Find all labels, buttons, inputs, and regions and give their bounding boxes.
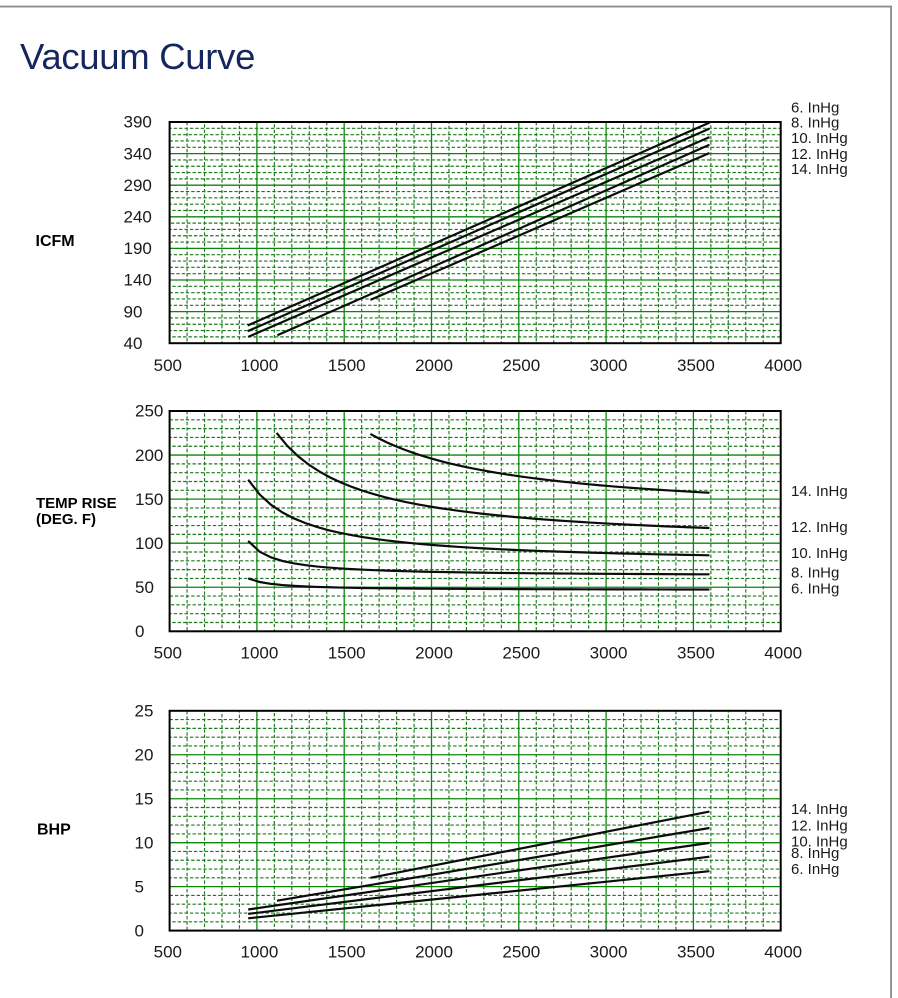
- svg-text:500: 500: [154, 943, 182, 962]
- svg-text:6. InHg: 6. InHg: [791, 580, 839, 597]
- svg-text:1000: 1000: [240, 356, 278, 375]
- svg-text:0: 0: [135, 921, 144, 940]
- svg-text:140: 140: [124, 271, 152, 290]
- svg-text:15: 15: [135, 789, 154, 808]
- svg-text:1000: 1000: [240, 644, 278, 663]
- svg-text:8. InHg: 8. InHg: [791, 115, 839, 132]
- svg-text:40: 40: [124, 334, 143, 353]
- svg-text:500: 500: [154, 356, 182, 375]
- svg-text:250: 250: [135, 402, 163, 421]
- svg-text:2000: 2000: [415, 943, 453, 962]
- svg-text:TEMP RISE: TEMP RISE: [36, 495, 117, 512]
- svg-text:6. InHg: 6. InHg: [791, 861, 839, 878]
- svg-text:340: 340: [124, 144, 152, 163]
- svg-text:190: 190: [124, 239, 152, 258]
- svg-text:4000: 4000: [764, 943, 802, 962]
- svg-text:10. InHg: 10. InHg: [791, 130, 848, 147]
- svg-text:1500: 1500: [328, 943, 366, 962]
- svg-text:3000: 3000: [590, 356, 628, 375]
- svg-text:25: 25: [135, 702, 154, 721]
- svg-text:12. InHg: 12. InHg: [791, 146, 848, 163]
- svg-text:4000: 4000: [764, 356, 802, 375]
- svg-text:3000: 3000: [590, 644, 628, 663]
- svg-text:10: 10: [135, 833, 154, 852]
- svg-text:200: 200: [135, 446, 163, 465]
- svg-text:500: 500: [154, 644, 182, 663]
- svg-text:50: 50: [135, 578, 154, 597]
- svg-text:1500: 1500: [328, 356, 366, 375]
- svg-text:10. InHg: 10. InHg: [791, 545, 848, 562]
- svg-text:0: 0: [135, 622, 144, 641]
- svg-text:12. InHg: 12. InHg: [791, 817, 848, 834]
- svg-text:14. InHg: 14. InHg: [791, 483, 848, 500]
- svg-text:90: 90: [124, 302, 143, 321]
- svg-text:3500: 3500: [677, 644, 715, 663]
- svg-text:100: 100: [135, 534, 163, 553]
- svg-text:14. InHg: 14. InHg: [791, 801, 848, 818]
- svg-text:5: 5: [135, 877, 144, 896]
- svg-text:3000: 3000: [590, 943, 628, 962]
- svg-text:ICFM: ICFM: [36, 233, 75, 250]
- svg-text:2500: 2500: [502, 356, 540, 375]
- svg-text:12. InHg: 12. InHg: [791, 519, 848, 536]
- svg-text:4000: 4000: [764, 644, 802, 663]
- svg-text:390: 390: [124, 113, 152, 132]
- svg-text:2000: 2000: [415, 356, 453, 375]
- svg-text:3500: 3500: [677, 943, 715, 962]
- svg-text:8. InHg: 8. InHg: [791, 565, 839, 582]
- svg-text:1500: 1500: [328, 644, 366, 663]
- svg-text:BHP: BHP: [37, 822, 71, 839]
- svg-text:150: 150: [135, 490, 163, 509]
- svg-text:2500: 2500: [502, 943, 540, 962]
- svg-text:2500: 2500: [502, 644, 540, 663]
- svg-text:1000: 1000: [240, 943, 278, 962]
- svg-text:14. InHg: 14. InHg: [791, 161, 848, 178]
- svg-text:3500: 3500: [677, 356, 715, 375]
- svg-text:Vacuum Curve: Vacuum Curve: [20, 36, 255, 77]
- svg-text:290: 290: [124, 176, 152, 195]
- svg-text:240: 240: [124, 208, 152, 227]
- svg-text:2000: 2000: [415, 644, 453, 663]
- svg-text:10. InHg: 10. InHg: [791, 833, 848, 850]
- svg-text:(DEG. F): (DEG. F): [36, 511, 96, 528]
- svg-text:20: 20: [135, 746, 154, 765]
- svg-text:6. InHg: 6. InHg: [791, 100, 839, 117]
- svg-text:8. InHg: 8. InHg: [791, 845, 839, 862]
